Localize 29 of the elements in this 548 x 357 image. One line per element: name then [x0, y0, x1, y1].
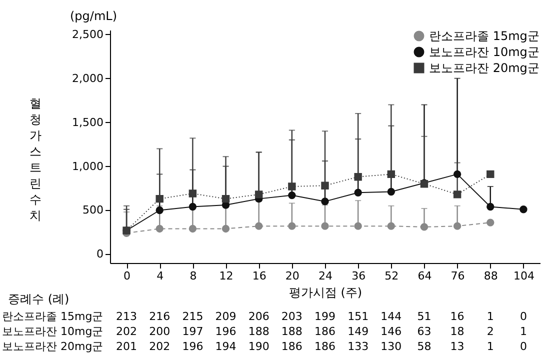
x-tick-label: 16 — [252, 270, 266, 282]
x-tick-label: 8 — [190, 270, 197, 282]
y-tick-label: 2,000 — [72, 72, 104, 85]
text: 란소프라졸 15mg군 213 216 215 209 206 203 199 151 144 51 16 1 0 — [2, 310, 527, 323]
x-tick-label: 104 — [513, 270, 534, 282]
legend-label: 란소프라졸 15mg군 — [429, 29, 540, 43]
x-tick-label: 20 — [285, 270, 300, 282]
y-tick-label: 1,000 — [72, 160, 104, 173]
x-tick-label: 12 — [219, 270, 234, 282]
legend-label: 보노프라잔 20mg군 — [429, 61, 540, 75]
y-tick-label: 0 — [96, 248, 104, 261]
x-tick-label: 36 — [352, 270, 366, 282]
text: 보노프라잔 10mg군 202 200 197 196 188 188 186 149 146 63 18 2 1 — [2, 325, 527, 338]
y-tick-label: 1,500 — [72, 116, 104, 129]
y-tick-label: 500 — [82, 204, 104, 217]
text: 증례수 (례) — [8, 292, 70, 306]
text: 보노프라잔 20mg군 201 202 196 194 190 186 186 133 130 58 13 1 0 — [2, 340, 527, 353]
x-tick-label: 52 — [384, 270, 399, 282]
y-axis-title: 혈청 가스트린 수치 — [30, 96, 42, 222]
text: (pg/mL) — [70, 9, 118, 23]
x-axis-title: 평가시점 (주) — [288, 286, 362, 300]
y-tick-label: 2,500 — [72, 28, 104, 41]
x-tick-label: 4 — [156, 270, 164, 282]
x-tick-label: 0 — [124, 270, 131, 282]
x-tick-label: 24 — [318, 270, 332, 282]
x-tick-label: 64 — [418, 270, 432, 282]
legend-label: 보노프라잔 10mg군 — [429, 45, 540, 59]
x-tick-label: 88 — [484, 270, 498, 282]
x-tick-label: 76 — [450, 270, 465, 282]
